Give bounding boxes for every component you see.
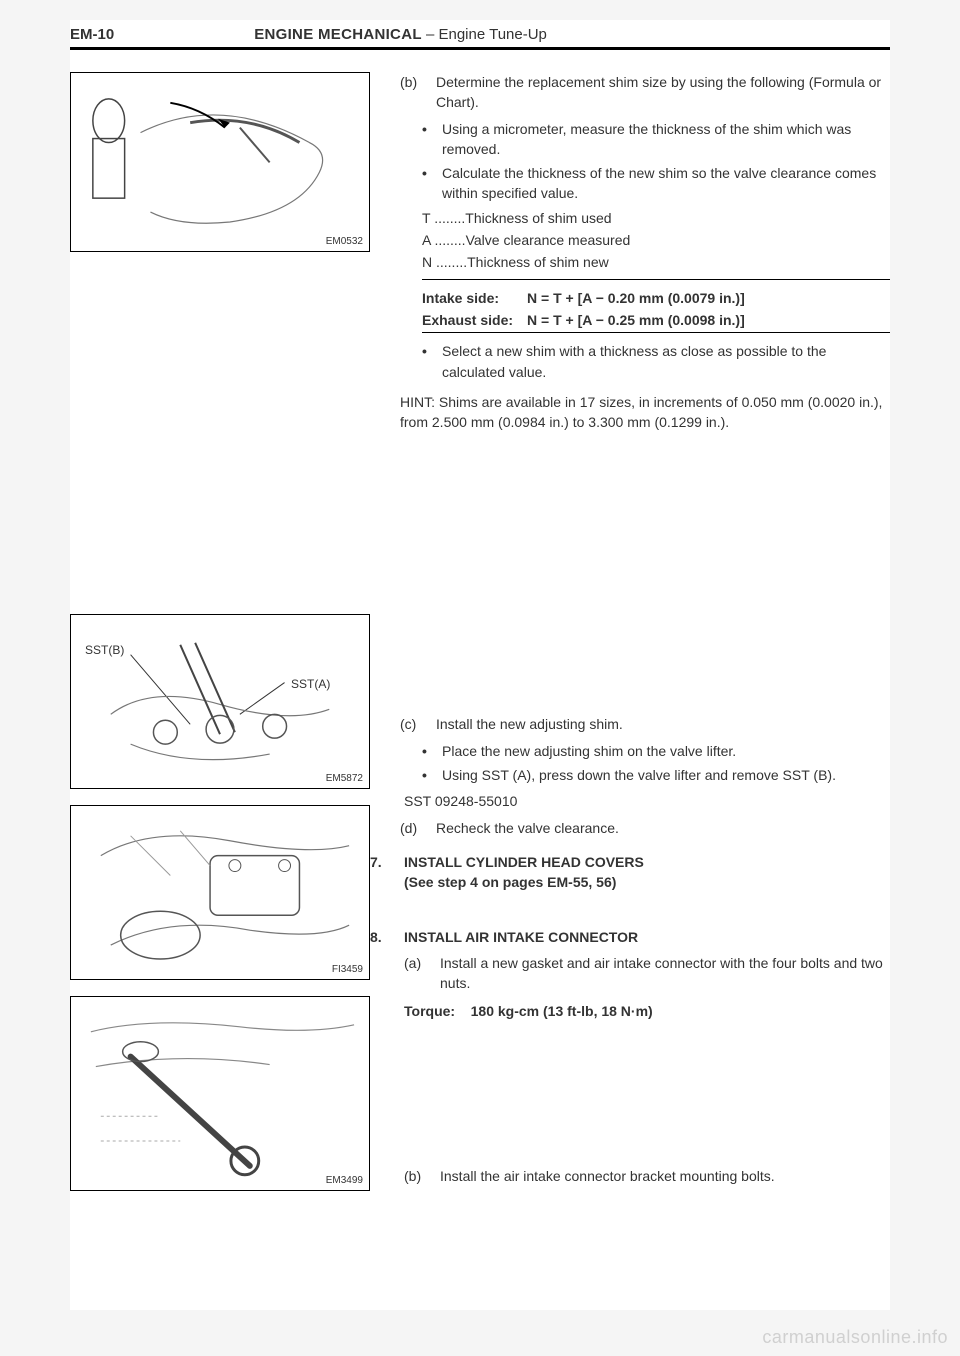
section-c: (c) Install the new adjusting shim. Plac… xyxy=(400,714,890,837)
step8-a-text: Install a new gasket and air intake conn… xyxy=(440,953,890,994)
gap3 xyxy=(400,1036,890,1166)
definitions: T ........Thickness of shim used A .....… xyxy=(400,208,890,273)
gap2 xyxy=(400,907,890,927)
gap xyxy=(400,446,890,714)
step8-num: 8. xyxy=(370,927,386,947)
d-lead: Recheck the valve clearance. xyxy=(436,818,619,838)
b-bullet1: Using a micrometer, measure the thicknes… xyxy=(442,119,890,160)
fig2-id: EM5872 xyxy=(326,773,363,784)
step8-a-mark: (a) xyxy=(404,953,426,994)
watermark: carmanualsonline.info xyxy=(762,1327,948,1348)
def-t: T ........Thickness of shim used xyxy=(422,208,890,228)
step-8: 8. INSTALL AIR INTAKE CONNECTOR (a) Inst… xyxy=(400,927,890,1022)
fig1-art xyxy=(71,73,369,252)
text-column: (b) Determine the replacement shim size … xyxy=(370,72,890,1200)
figure-intake: FI3459 xyxy=(70,805,370,980)
page-title: ENGINE MECHANICAL xyxy=(254,26,422,43)
rule-top xyxy=(422,279,890,280)
step8-b-text: Install the air intake connector bracket… xyxy=(440,1166,775,1186)
b-bullet3: Select a new shim with a thickness as cl… xyxy=(442,341,890,382)
rule-bottom xyxy=(422,332,890,333)
b-mark: (b) xyxy=(400,72,422,113)
c-mark: (c) xyxy=(400,714,422,734)
fig3-art xyxy=(71,806,369,980)
exhaust-eq: N = T + [A − 0.25 mm (0.0098 in.)] xyxy=(527,310,745,330)
fig4-id: EM3499 xyxy=(326,1175,363,1186)
step8-b-mark: (b) xyxy=(404,1166,426,1186)
page-header: EM-10 ENGINE MECHANICAL – Engine Tune-Up xyxy=(70,20,890,50)
figures-column: EM0532 SST(B) SST(A) EM5872 xyxy=(70,72,370,1200)
fig1-id: EM0532 xyxy=(326,236,363,247)
b-bullet2: Calculate the thickness of the new shim … xyxy=(442,163,890,204)
page-number: EM-10 xyxy=(70,26,114,43)
fig3-id: FI3459 xyxy=(332,964,363,975)
def-n: N ........Thickness of shim new xyxy=(422,252,890,272)
intake-label: Intake side: xyxy=(422,288,517,308)
figure-bracket: EM3499 xyxy=(70,996,370,1191)
intake-eq: N = T + [A − 0.20 mm (0.0079 in.)] xyxy=(527,288,745,308)
b-lead: Determine the replacement shim size by u… xyxy=(436,72,890,113)
sst-number: SST 09248-55010 xyxy=(400,791,890,811)
def-a: A ........Valve clearance measured xyxy=(422,230,890,250)
fig4-art xyxy=(71,997,369,1191)
c-lead: Install the new adjusting shim. xyxy=(436,714,623,734)
step-7: 7. INSTALL CYLINDER HEAD COVERS (See ste… xyxy=(400,852,890,893)
fig2-label-a: SST(A) xyxy=(291,677,330,691)
c-bullet1: Place the new adjusting shim on the valv… xyxy=(442,741,736,761)
step7-line1: INSTALL CYLINDER HEAD COVERS xyxy=(404,852,644,872)
step8-title: INSTALL AIR INTAKE CONNECTOR xyxy=(404,927,638,947)
step7-line2: (See step 4 on pages EM-55, 56) xyxy=(404,872,644,892)
torque-label: Torque: xyxy=(404,1003,455,1019)
torque-line: Torque: 180 kg-cm (13 ft-lb, 18 N·m) xyxy=(400,1001,890,1021)
figure-sst: SST(B) SST(A) EM5872 xyxy=(70,614,370,789)
d-mark: (d) xyxy=(400,818,422,838)
spacer xyxy=(70,268,370,598)
c-bullet2: Using SST (A), press down the valve lift… xyxy=(442,765,836,785)
hint: HINT: Shims are available in 17 sizes, i… xyxy=(400,392,890,433)
section-b: (b) Determine the replacement shim size … xyxy=(400,72,890,432)
exhaust-label: Exhaust side: xyxy=(422,310,517,330)
fig2-art xyxy=(71,615,369,789)
page-title-wrap: ENGINE MECHANICAL – Engine Tune-Up xyxy=(254,26,547,43)
step-8b: (b) Install the air intake connector bra… xyxy=(400,1166,890,1186)
fig2-label-b: SST(B) xyxy=(85,643,124,657)
torque-value: 180 kg-cm (13 ft-lb, 18 N·m) xyxy=(471,1003,653,1019)
page-subtitle: Engine Tune-Up xyxy=(438,26,546,43)
figure-micrometer: EM0532 xyxy=(70,72,370,252)
step7-num: 7. xyxy=(370,852,386,893)
title-sep: – xyxy=(426,26,439,43)
